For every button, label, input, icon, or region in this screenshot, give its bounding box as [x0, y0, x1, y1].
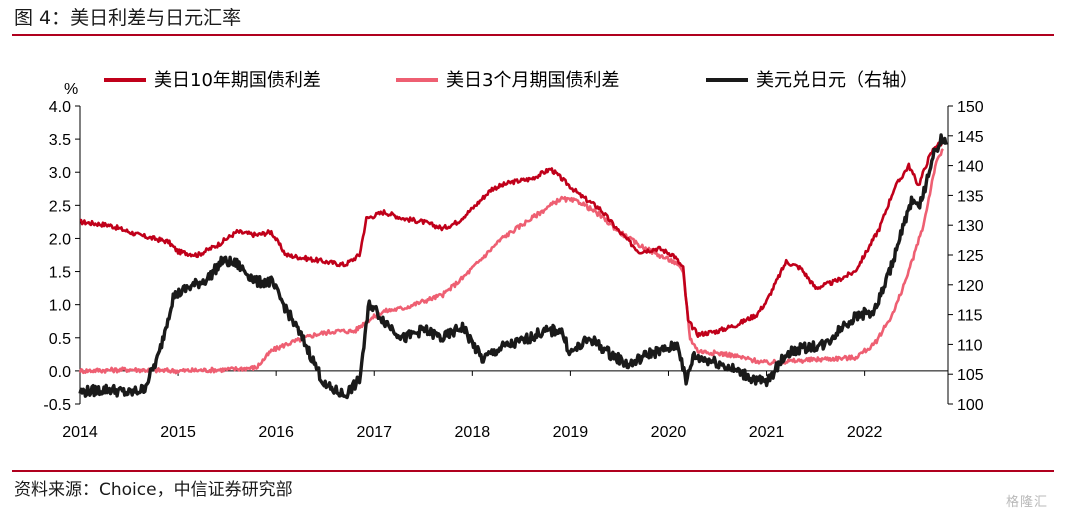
- legend-label: 美日3个月期国债利差: [446, 70, 619, 91]
- left-tick-label: 2.0: [49, 231, 71, 248]
- legend-label: 美元兑日元（右轴）: [756, 70, 918, 91]
- right-tick-label: 105: [957, 367, 984, 384]
- left-tick-label: 4.0: [49, 99, 71, 116]
- x-tick-label: 2015: [160, 424, 196, 441]
- right-tick-label: 140: [957, 159, 984, 176]
- x-tick-label: 2019: [553, 424, 589, 441]
- logo-watermark: 格隆汇: [1005, 495, 1048, 510]
- title-rule: [12, 34, 1054, 36]
- left-tick-label: 2.5: [49, 198, 71, 215]
- right-tick-label: 130: [957, 218, 984, 235]
- figure-title: 图 4：美日利差与日元汇率: [14, 7, 242, 29]
- left-axis-unit: %: [64, 81, 78, 98]
- left-tick-label: 3.5: [49, 132, 71, 149]
- left-tick-label: 3.0: [49, 165, 71, 182]
- chart: 美日10年期国债利差 美日3个月期国债利差 美元兑日元（右轴） 4.0 3.5 3.0 2…: [43, 70, 983, 441]
- x-tick-label: 2022: [847, 424, 883, 441]
- left-tick-label: 0.0: [49, 364, 71, 381]
- left-tick-label: 1.5: [49, 265, 71, 282]
- right-tick-label: 135: [957, 188, 984, 205]
- right-tick-label: 120: [957, 278, 984, 295]
- left-tick-label: 0.5: [49, 331, 71, 348]
- legend: 美日10年期国债利差 美日3个月期国债利差 美元兑日元（右轴）: [104, 70, 918, 91]
- source-rule: [12, 470, 1054, 472]
- x-tick-label: 2021: [749, 424, 785, 441]
- right-tick-label: 150: [957, 99, 984, 116]
- series-line-2: [78, 133, 948, 400]
- left-tick-label: 1.0: [49, 298, 71, 315]
- right-tick-label: 110: [957, 337, 983, 354]
- x-tick-label: 2016: [258, 424, 294, 441]
- right-tick-label: 125: [957, 248, 984, 265]
- legend-label: 美日10年期国债利差: [154, 70, 321, 91]
- x-tick-label: 2014: [62, 424, 98, 441]
- series-group: [78, 133, 948, 400]
- x-tick-label: 2017: [356, 424, 392, 441]
- x-tick-label: 2018: [455, 424, 491, 441]
- left-tick-label: -0.5: [43, 397, 71, 414]
- tick-labels: 4.0 3.5 3.0 2.5 2.0 1.5 1.0 0.5 0.0 -0.5% 150 145 14…: [43, 81, 983, 441]
- source-note: 资料来源：Choice，中信证券研究部: [14, 480, 293, 500]
- right-tick-label: 100: [957, 397, 984, 414]
- series-line-1: [78, 148, 945, 375]
- series-line-0: [79, 140, 944, 339]
- x-tick-label: 2020: [651, 424, 687, 441]
- right-tick-label: 115: [957, 308, 983, 325]
- right-tick-label: 145: [957, 129, 984, 146]
